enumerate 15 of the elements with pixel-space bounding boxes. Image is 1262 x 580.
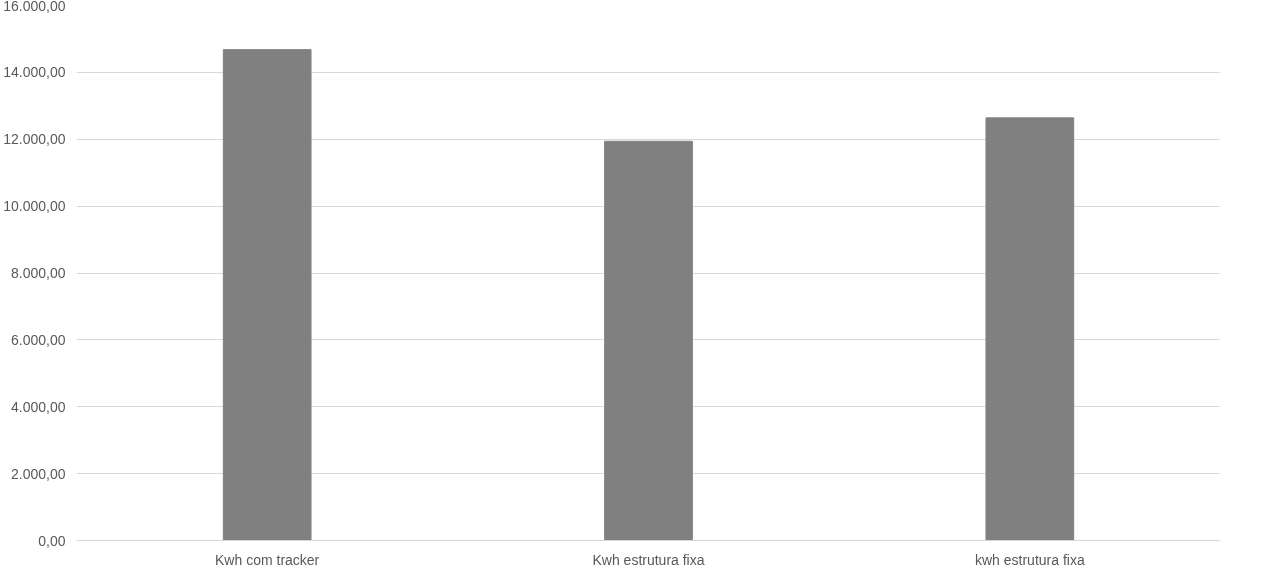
y-tick-label: 12.000,00	[3, 131, 66, 148]
y-tick-label: 0,00	[38, 532, 66, 549]
y-tick-label: 10.000,00	[3, 198, 66, 215]
y-tick-label: 4.000,00	[11, 398, 66, 415]
y-tick-label: 8.000,00	[11, 265, 66, 281]
x-tick-label: Kwh com tracker	[215, 551, 320, 568]
y-tick-label: 14.000,00	[3, 64, 66, 81]
y-tick-label: 6.000,00	[11, 331, 66, 348]
bar	[604, 140, 693, 541]
bar	[222, 49, 312, 541]
y-tick-label: 2.000,00	[11, 465, 66, 482]
x-tick-label: kwh estrutura fixa	[974, 551, 1085, 568]
x-tick-label: Kwh estrutura fixa	[592, 551, 705, 568]
y-tick-label: 16.000,00	[3, 0, 66, 14]
bar	[985, 117, 1075, 541]
